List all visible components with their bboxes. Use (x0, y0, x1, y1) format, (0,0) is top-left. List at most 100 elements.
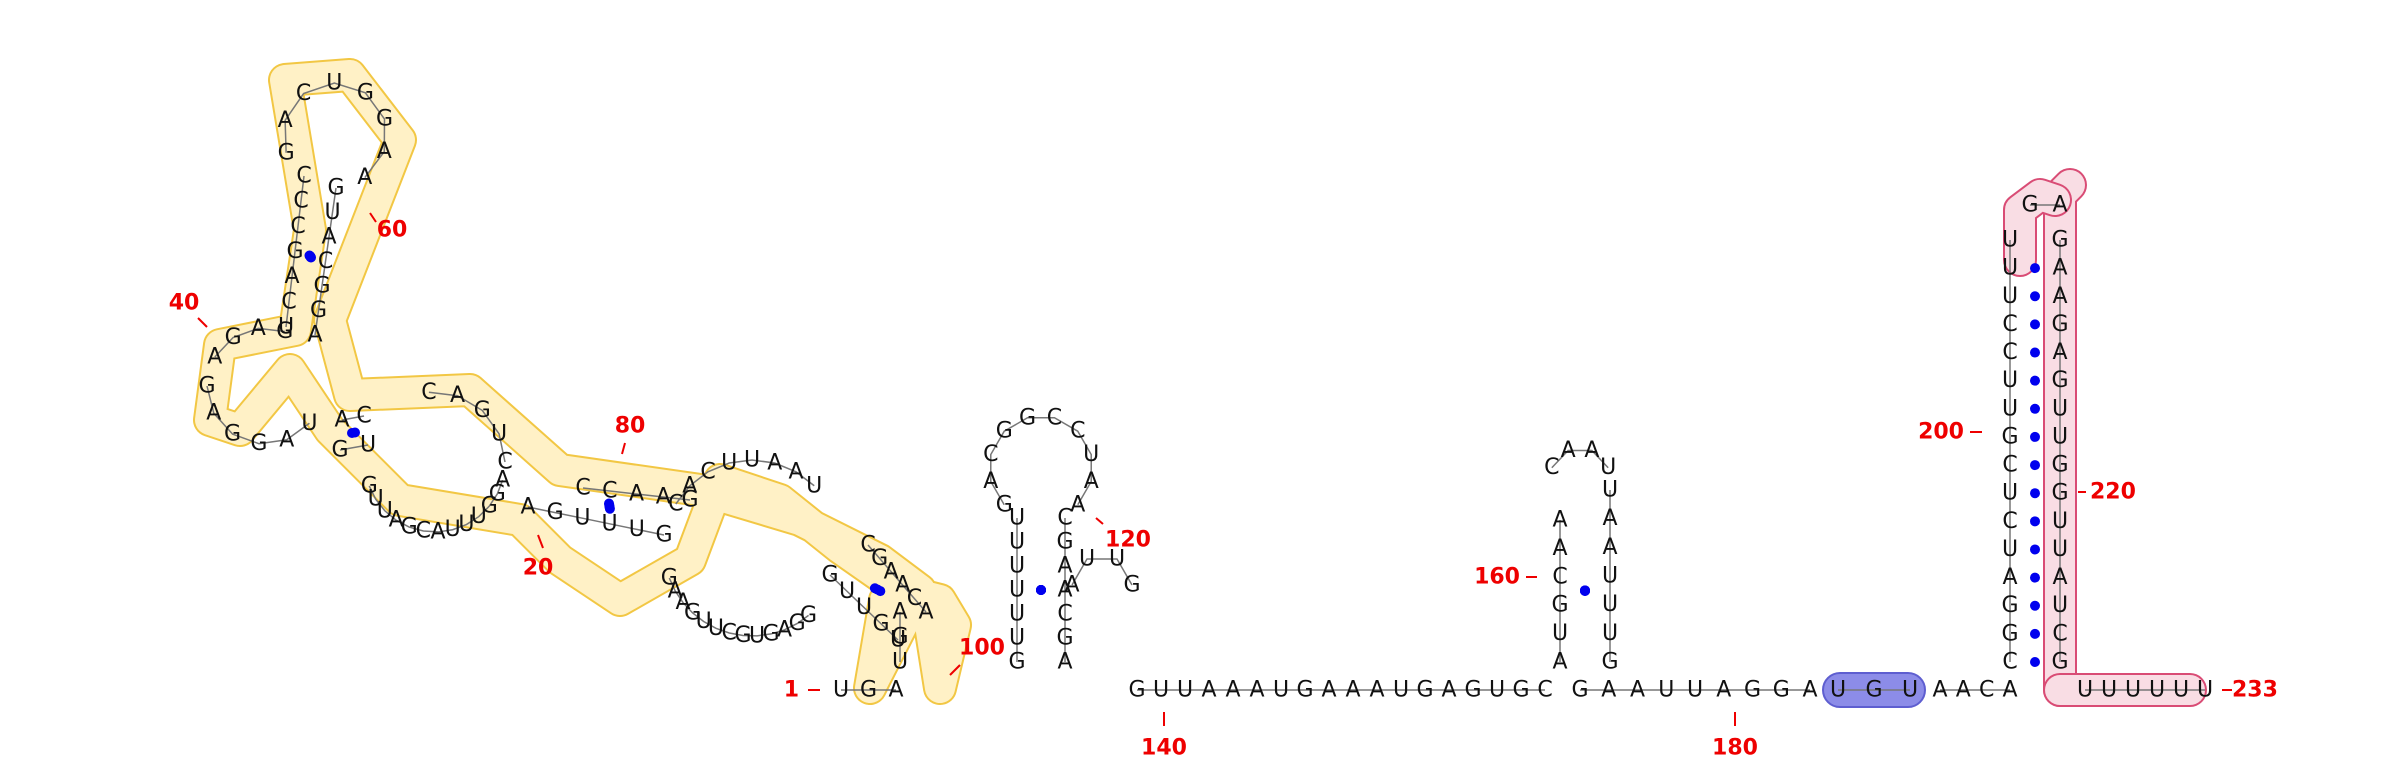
nucleotide-link_140-18: C (1537, 678, 1552, 703)
nucleotide-d1_3p-3: A (892, 600, 907, 625)
nucleotide-loop3_3p-3: G (224, 422, 241, 447)
nucleotide-h2_loop-6: C (1047, 405, 1062, 430)
nucleotide-link_180-3: A (1630, 678, 1645, 703)
nucleotide-link_140-17: G (1512, 678, 1529, 703)
nucleotide-h4_5p-5: U (2002, 537, 2018, 562)
nucleotide-h2_branch-1: A (1064, 573, 1079, 598)
pair-hairpin4-8 (2030, 460, 2040, 471)
highlight-region-loop-5prime (2005, 180, 2070, 275)
nucleotide-motif-3: U (1902, 678, 1918, 703)
nucleotide-motif-2: G (1865, 678, 1882, 703)
nucleotide-h2_loop-10: A (1070, 492, 1085, 517)
nucleotide-d4_5p-1: A (334, 408, 349, 433)
nucleotide-d2_3p-1: A (918, 600, 933, 625)
number-label-n160: 160 (1474, 565, 1520, 590)
nucleotide-apical_loop-4: U (326, 71, 342, 96)
number-tick-n80 (621, 442, 626, 455)
nucleotide-h2_3p-7: C (1057, 506, 1072, 531)
pair-hairpin2-7 (1036, 585, 1046, 595)
nucleotide-d1_5p-2: G (860, 678, 877, 703)
nucleotide-d3_3p-1: A (520, 495, 535, 520)
nucleotide-link_140-5: A (1225, 678, 1240, 703)
pair-hairpin4-3 (2030, 600, 2040, 611)
nucleotide-h2_loop-2: A (983, 469, 998, 494)
nucleotide-h4_3p-12: U (2052, 537, 2068, 562)
backbone-d2_3p (867, 544, 927, 613)
number-label-n20: 20 (523, 556, 554, 581)
nucleotide-d2_5p-4: U (839, 579, 855, 604)
backbone-loop3_5p (214, 327, 285, 358)
nucleotide-h2_loop-3: C (983, 442, 998, 467)
nucleotide-int_loop_3p-10: G (763, 621, 780, 646)
nucleotide-h4_5p-2: G (2001, 621, 2018, 646)
nucleotide-d5_5p-6: C (281, 289, 296, 314)
nucleotide-loop3_3p-5: A (279, 427, 294, 452)
nucleotide-h3_3p-7: U (1602, 478, 1618, 503)
nucleotide-d5_5p-1: C (296, 164, 311, 189)
backbone-h3_loop (1551, 449, 1609, 469)
nucleotide-loop2_3p-11: G (481, 494, 498, 519)
nucleotide-h2_3p-2: G (1056, 626, 1073, 651)
nucleotide-h2_3p-6: G (1056, 530, 1073, 555)
nucleotide-apical_loop-2: A (278, 108, 293, 133)
nucleotide-link_180-9: A (1802, 678, 1817, 703)
nucleotide-h2_3p-1: A (1057, 650, 1072, 675)
nucleotide-apical_loop-8: A (357, 165, 372, 190)
nucleotide-link_140-13: G (1416, 678, 1433, 703)
nucleotide-h4_5p-12: C (2002, 340, 2017, 365)
nucleotide-tail_3p-3: U (2125, 678, 2141, 703)
nucleotide-apical_loop-1: G (278, 140, 295, 165)
nucleotide-h2_5p-4: U (1009, 578, 1025, 603)
nucleotide-link_140-6: A (1249, 678, 1264, 703)
nucleotide-h2_loop-4: G (996, 419, 1013, 444)
backbone-loop3_3p (206, 385, 310, 445)
nucleotide-link_140-1: G (1128, 678, 1145, 703)
nucleotide-link_140-15: G (1464, 678, 1481, 703)
nucleotide-loop2_3p-9: U (458, 512, 474, 537)
nucleotide-d5_5p-3: C (290, 214, 305, 239)
nucleotide-h4_3p-14: U (2052, 593, 2068, 618)
nucleotide-h4_3p-15: C (2052, 621, 2067, 646)
nucleotide-h4_5p-3: G (2001, 593, 2018, 618)
number-tick-n60 (369, 212, 377, 223)
nucleotide-link_200-2: A (1956, 678, 1971, 703)
nucleotide-h4_5p-10: U (2002, 396, 2018, 421)
nucleotide-loop3_5p-3: G (225, 325, 242, 350)
nucleotide-loop3_3p-6: U (301, 411, 317, 436)
backbone-d3_5p (582, 487, 691, 501)
nucleotide-h4_3p-13: A (2052, 565, 2067, 590)
nucleotide-h4_5p-14: U (2002, 284, 2018, 309)
pair-hairpin4-11 (2030, 375, 2040, 386)
nucleotide-link_180-1: G (1571, 678, 1588, 703)
nucleotide-tail_3p-5: U (2173, 678, 2189, 703)
nucleotide-d5_3p-6: G (310, 298, 327, 323)
nucleotide-d2_3p-4: A (884, 559, 899, 584)
nucleotide-h4_3p-6: G (2051, 368, 2068, 393)
nucleotide-int_loop_5p-6: C (700, 459, 715, 484)
backbone-loop2_3p (368, 479, 504, 533)
nucleotide-int_loop_5p-4: U (744, 448, 760, 473)
number-tick-n120 (1095, 517, 1104, 525)
nucleotide-apical_loop-7: A (377, 139, 392, 164)
nucleotide-h2_loop-8: U (1083, 442, 1099, 467)
nucleotide-link_140-8: G (1296, 678, 1313, 703)
nucleotide-link_140-10: A (1345, 678, 1360, 703)
nucleotide-h4_3p-8: U (2052, 424, 2068, 449)
pair-stem-d2-3 (869, 583, 880, 594)
nucleotide-link_140-11: A (1369, 678, 1384, 703)
highlight-region-5prime-domain (195, 60, 970, 703)
nucleotide-link_140-7: U (1273, 678, 1289, 703)
number-label-n100: 100 (959, 636, 1005, 661)
nucleotide-d2_3p-5: G (871, 546, 888, 571)
nucleotide-link_140-3: U (1177, 678, 1193, 703)
nucleotide-h2_loop-9: A (1084, 469, 1099, 494)
nucleotide-h2_5p-3: U (1009, 602, 1025, 627)
number-label-n80: 80 (615, 414, 646, 439)
backbone-d3_3p (527, 506, 665, 536)
nucleotide-h2_5p-1: G (1008, 650, 1025, 675)
nucleotide-h3_3p-4: U (1602, 564, 1618, 589)
nucleotide-h3_5p-4: C (1552, 564, 1567, 589)
nucleotide-h4_3p-11: U (2052, 509, 2068, 534)
nucleotide-h2_branch-4: G (1123, 573, 1140, 598)
